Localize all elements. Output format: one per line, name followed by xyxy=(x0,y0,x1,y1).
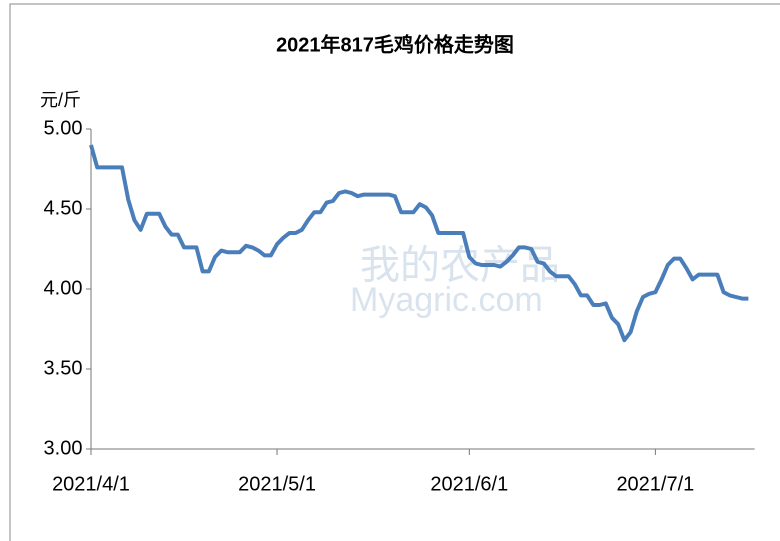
x-tick-label: 2021/7/1 xyxy=(616,473,694,495)
y-tick-label: 4.00 xyxy=(44,277,83,299)
chart-frame xyxy=(9,3,780,541)
x-tick-label: 2021/6/1 xyxy=(430,473,508,495)
y-tick-label: 5.00 xyxy=(44,117,83,139)
x-tick-label: 2021/4/1 xyxy=(52,473,130,495)
data-line xyxy=(89,144,749,343)
x-tick-label: 2021/5/1 xyxy=(238,473,316,495)
y-axis-label: 元/斤 xyxy=(40,90,81,110)
y-tick-label: 4.50 xyxy=(44,197,83,219)
y-tick-label: 3.50 xyxy=(44,357,83,379)
watermark: Myagric.com xyxy=(350,281,543,319)
chart-title: 2021年817毛鸡价格走势图 xyxy=(276,32,514,56)
y-tick-label: 3.00 xyxy=(44,437,83,459)
watermark: 我的农产品 xyxy=(360,244,560,288)
